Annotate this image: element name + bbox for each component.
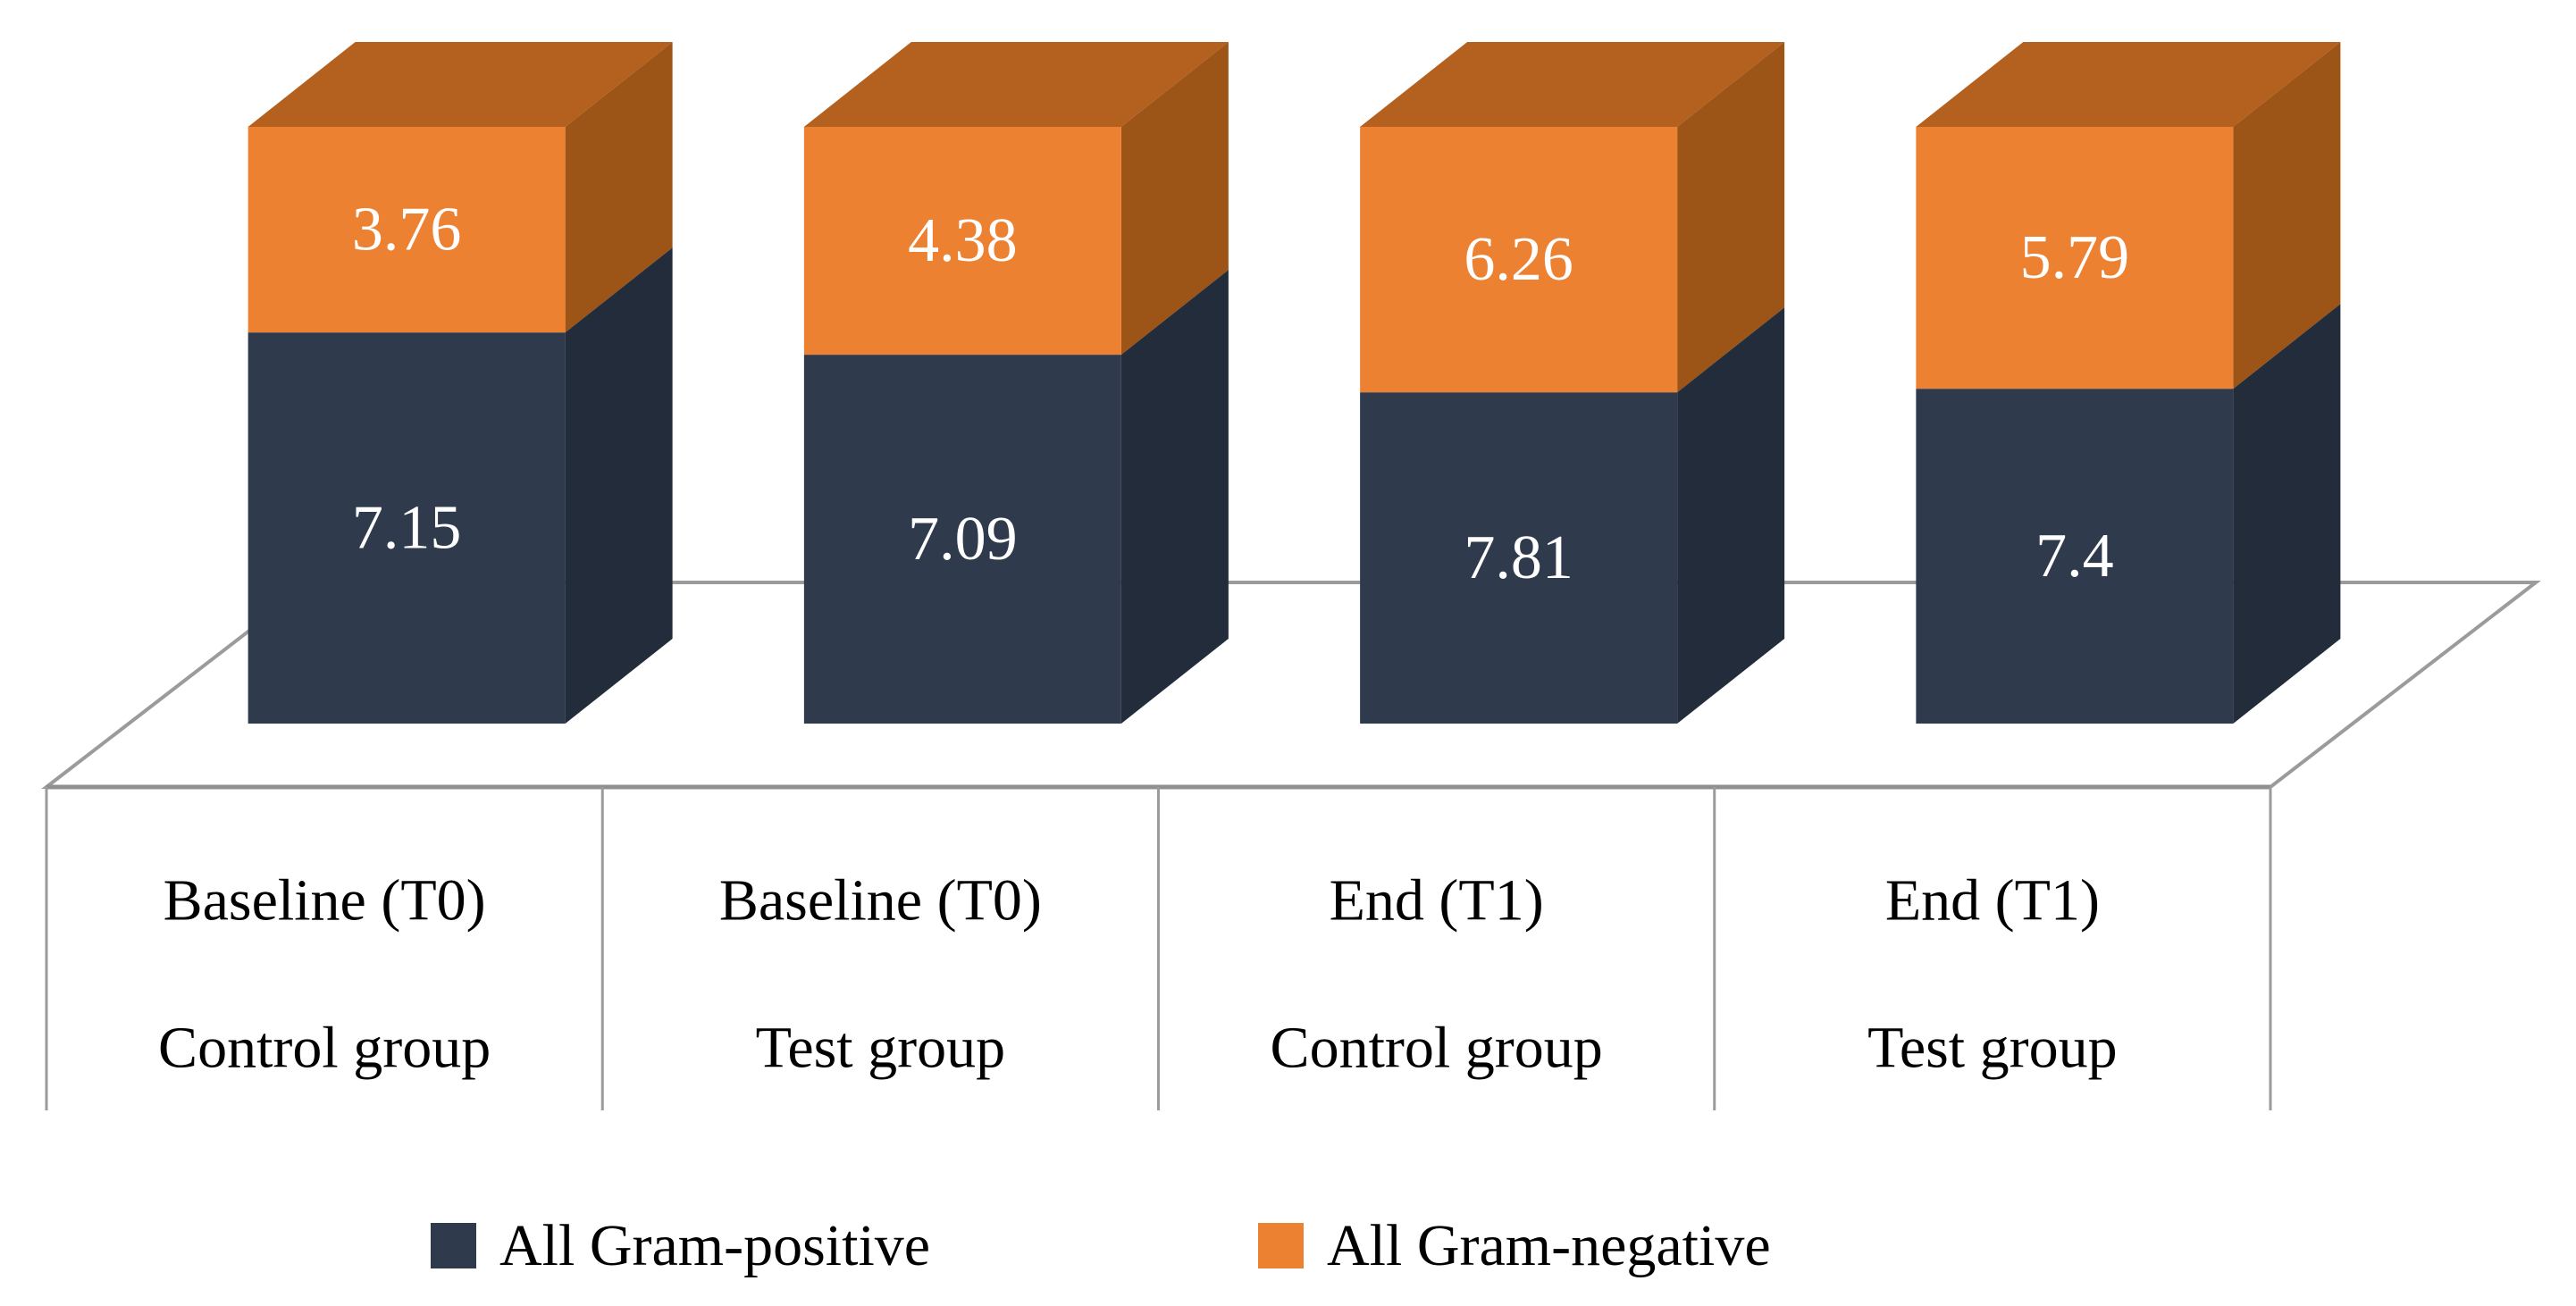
bar-3-side-face-positive [2233, 304, 2341, 724]
category-group-label: Control group [158, 1016, 491, 1081]
bar-1-front-face-negative [803, 127, 1121, 356]
bar-1-value-label-positive: 7.09 [908, 505, 1018, 573]
legend-label: All Gram-positive [499, 1213, 930, 1278]
category-period-label: Baseline (T0) [719, 868, 1042, 933]
bar-0-value-label-negative: 3.76 [352, 196, 462, 264]
bar-3-value-label-positive: 7.4 [2035, 522, 2114, 590]
bar-0-side-face-positive [565, 247, 673, 724]
bar-3-top-face [1916, 42, 2341, 127]
legend-swatch-gram-positive [431, 1223, 476, 1268]
bar-0-front-face-positive [248, 332, 566, 724]
bar-1-top-face [803, 42, 1229, 127]
bar-2-top-face [1360, 42, 1785, 127]
bar-0-top-face [248, 42, 673, 127]
bar-1-front-face-positive [803, 355, 1121, 724]
category-period-label: End (T1) [1885, 868, 2100, 933]
category-period-label: Baseline (T0) [164, 868, 486, 933]
bar-2-value-label-negative: 6.26 [1464, 225, 1573, 294]
bar-3-front-face-negative [1916, 127, 2234, 389]
bar-3-front-face-positive [1916, 389, 2234, 724]
bar-1-value-label-negative: 4.38 [908, 206, 1018, 275]
bar-0-front-face-negative [248, 127, 566, 333]
bar-1-side-face-negative [1120, 42, 1229, 356]
legend-label: All Gram-negative [1327, 1213, 1771, 1278]
bar-3-side-face-negative [2233, 42, 2341, 389]
bar-2-side-face-positive [1677, 307, 1785, 724]
bar-2-value-label-positive: 7.81 [1464, 523, 1573, 592]
legend-swatch-gram-negative [1258, 1223, 1304, 1268]
category-group-label: Control group [1271, 1016, 1603, 1081]
category-group-label: Test group [756, 1016, 1006, 1081]
bar-3-value-label-negative: 5.79 [2020, 223, 2130, 292]
category-group-label: Test group [1867, 1016, 2118, 1081]
category-period-label: End (T1) [1330, 868, 1544, 933]
bar-2-side-face-negative [1677, 42, 1785, 393]
bar-0-value-label-positive: 7.15 [352, 494, 462, 563]
bar-2-front-face-positive [1360, 392, 1678, 724]
bar-0-side-face-negative [565, 42, 673, 333]
bar-2-front-face-negative [1360, 127, 1678, 393]
bar-1-side-face-positive [1120, 270, 1229, 724]
